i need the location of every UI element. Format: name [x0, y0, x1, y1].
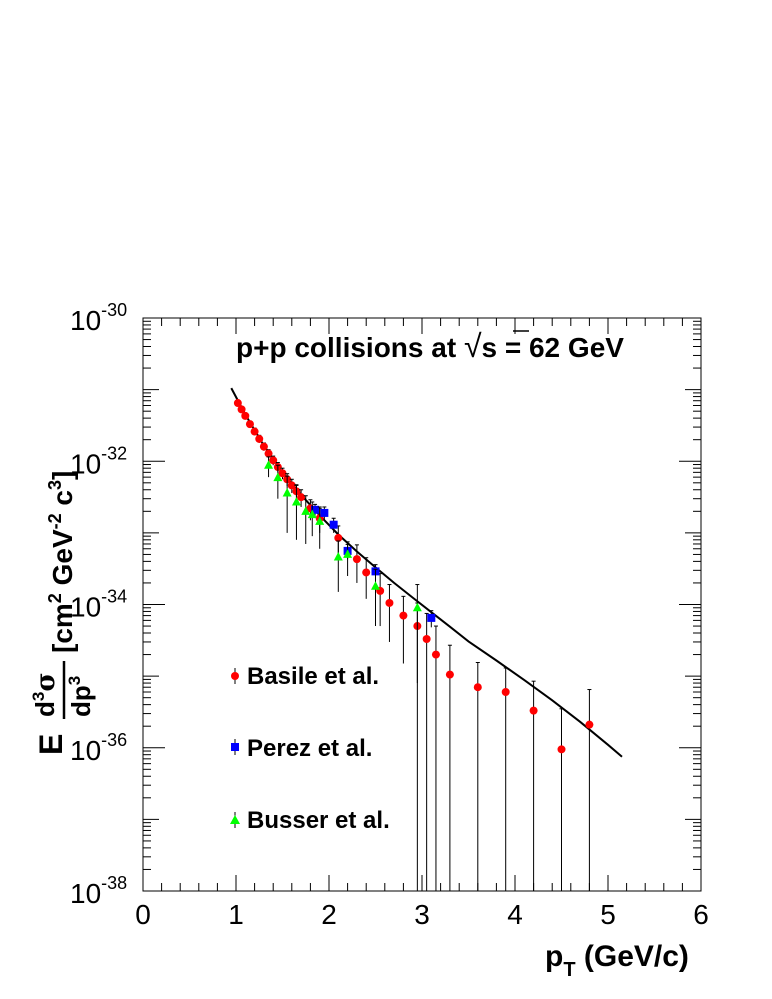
data-point	[473, 683, 482, 692]
x-tick-label: 4	[507, 899, 523, 930]
series-busser	[264, 456, 422, 891]
title-suffix: = 62 GeV	[497, 332, 624, 363]
y-label-units: [cm2 GeV-2 c3]	[45, 471, 78, 653]
data-point	[241, 411, 250, 420]
y-tick-label: 10-32	[70, 443, 127, 479]
data-point	[301, 506, 311, 515]
data-point	[343, 549, 353, 558]
data-point	[278, 469, 287, 478]
data-point	[501, 688, 510, 697]
x-tick-label: 6	[693, 899, 709, 930]
data-point	[311, 505, 320, 514]
data-point	[315, 516, 325, 525]
data-point	[250, 427, 259, 436]
data-point	[422, 634, 431, 643]
data-point	[297, 493, 306, 502]
data-point	[362, 568, 371, 577]
title-prefix: p+p collisions at	[236, 332, 464, 363]
y-label-denominator: dp3	[65, 676, 96, 717]
data-point	[585, 720, 594, 729]
legend-entry-busser: Busser et al.	[230, 807, 390, 834]
data-point	[233, 399, 242, 408]
data-point	[245, 420, 254, 429]
data-point	[287, 481, 296, 490]
data-series-layer	[233, 399, 594, 891]
x-tick-label: 0	[135, 899, 151, 930]
series-basile	[233, 399, 594, 891]
legend: Basile et al. Perez et al. Busser et al.	[230, 663, 390, 834]
legend-entry-basile: Basile et al.	[231, 663, 379, 690]
x-tick-label: 1	[228, 899, 244, 930]
data-point	[333, 552, 343, 561]
legend-label-basile: Basile et al.	[247, 663, 379, 690]
data-point	[320, 508, 329, 517]
data-point	[237, 405, 246, 414]
data-point	[291, 496, 301, 506]
data-point	[557, 745, 566, 754]
data-point	[264, 449, 273, 458]
legend-label-perez: Perez et al.	[247, 735, 372, 762]
data-point	[329, 520, 338, 529]
data-point	[445, 670, 454, 679]
y-tick-label: 10-36	[70, 730, 127, 766]
x-tick-label: 2	[321, 899, 337, 930]
data-point	[264, 460, 274, 469]
data-point	[412, 602, 422, 612]
data-point	[255, 434, 264, 443]
title-s: s	[482, 332, 498, 363]
data-point	[352, 555, 361, 564]
data-point	[259, 442, 268, 451]
chart-title: p+p collisions at √s = 62 GeV	[236, 328, 624, 364]
data-point	[529, 706, 538, 715]
legend-entry-perez: Perez et al.	[231, 735, 372, 762]
y-label-numerator: d3σ	[29, 672, 61, 717]
x-tick-label: 5	[600, 899, 616, 930]
y-tick-label: 10-34	[70, 587, 127, 623]
y-axis-ticks	[143, 320, 701, 892]
data-point	[334, 533, 343, 542]
data-point	[371, 581, 380, 590]
y-axis-tick-labels: 10-30 10-32 10-34 10-36 10-38	[70, 300, 127, 909]
y-axis-label: E d3σ dp3 [cm2 GeV-2 c3]	[29, 471, 96, 755]
y-label-E: E	[33, 734, 69, 755]
data-point	[385, 598, 394, 607]
x-tick-label: 3	[414, 899, 430, 930]
data-point	[282, 488, 292, 497]
legend-marker-perez	[231, 743, 239, 751]
legend-label-busser: Busser et al.	[247, 807, 390, 834]
y-tick-label: 10-38	[70, 873, 127, 909]
x-axis-tick-labels: 0 1 2 3 4 5 6	[135, 899, 709, 930]
x-axis-label-sub: T	[563, 959, 575, 981]
x-axis-label-p: p	[545, 940, 563, 973]
data-point	[307, 509, 317, 519]
data-point	[273, 472, 283, 482]
data-point	[269, 456, 278, 465]
x-axis-label: pT (GeV/c)	[545, 940, 689, 981]
y-tick-label: 10-30	[70, 300, 127, 336]
x-axis-label-rest: (GeV/c)	[576, 940, 689, 973]
data-point	[399, 611, 408, 620]
data-point	[427, 613, 436, 622]
data-point	[431, 650, 440, 659]
sqrt-symbol: √	[464, 328, 482, 364]
legend-marker-basile	[231, 672, 239, 680]
legend-marker-busser	[230, 815, 240, 824]
